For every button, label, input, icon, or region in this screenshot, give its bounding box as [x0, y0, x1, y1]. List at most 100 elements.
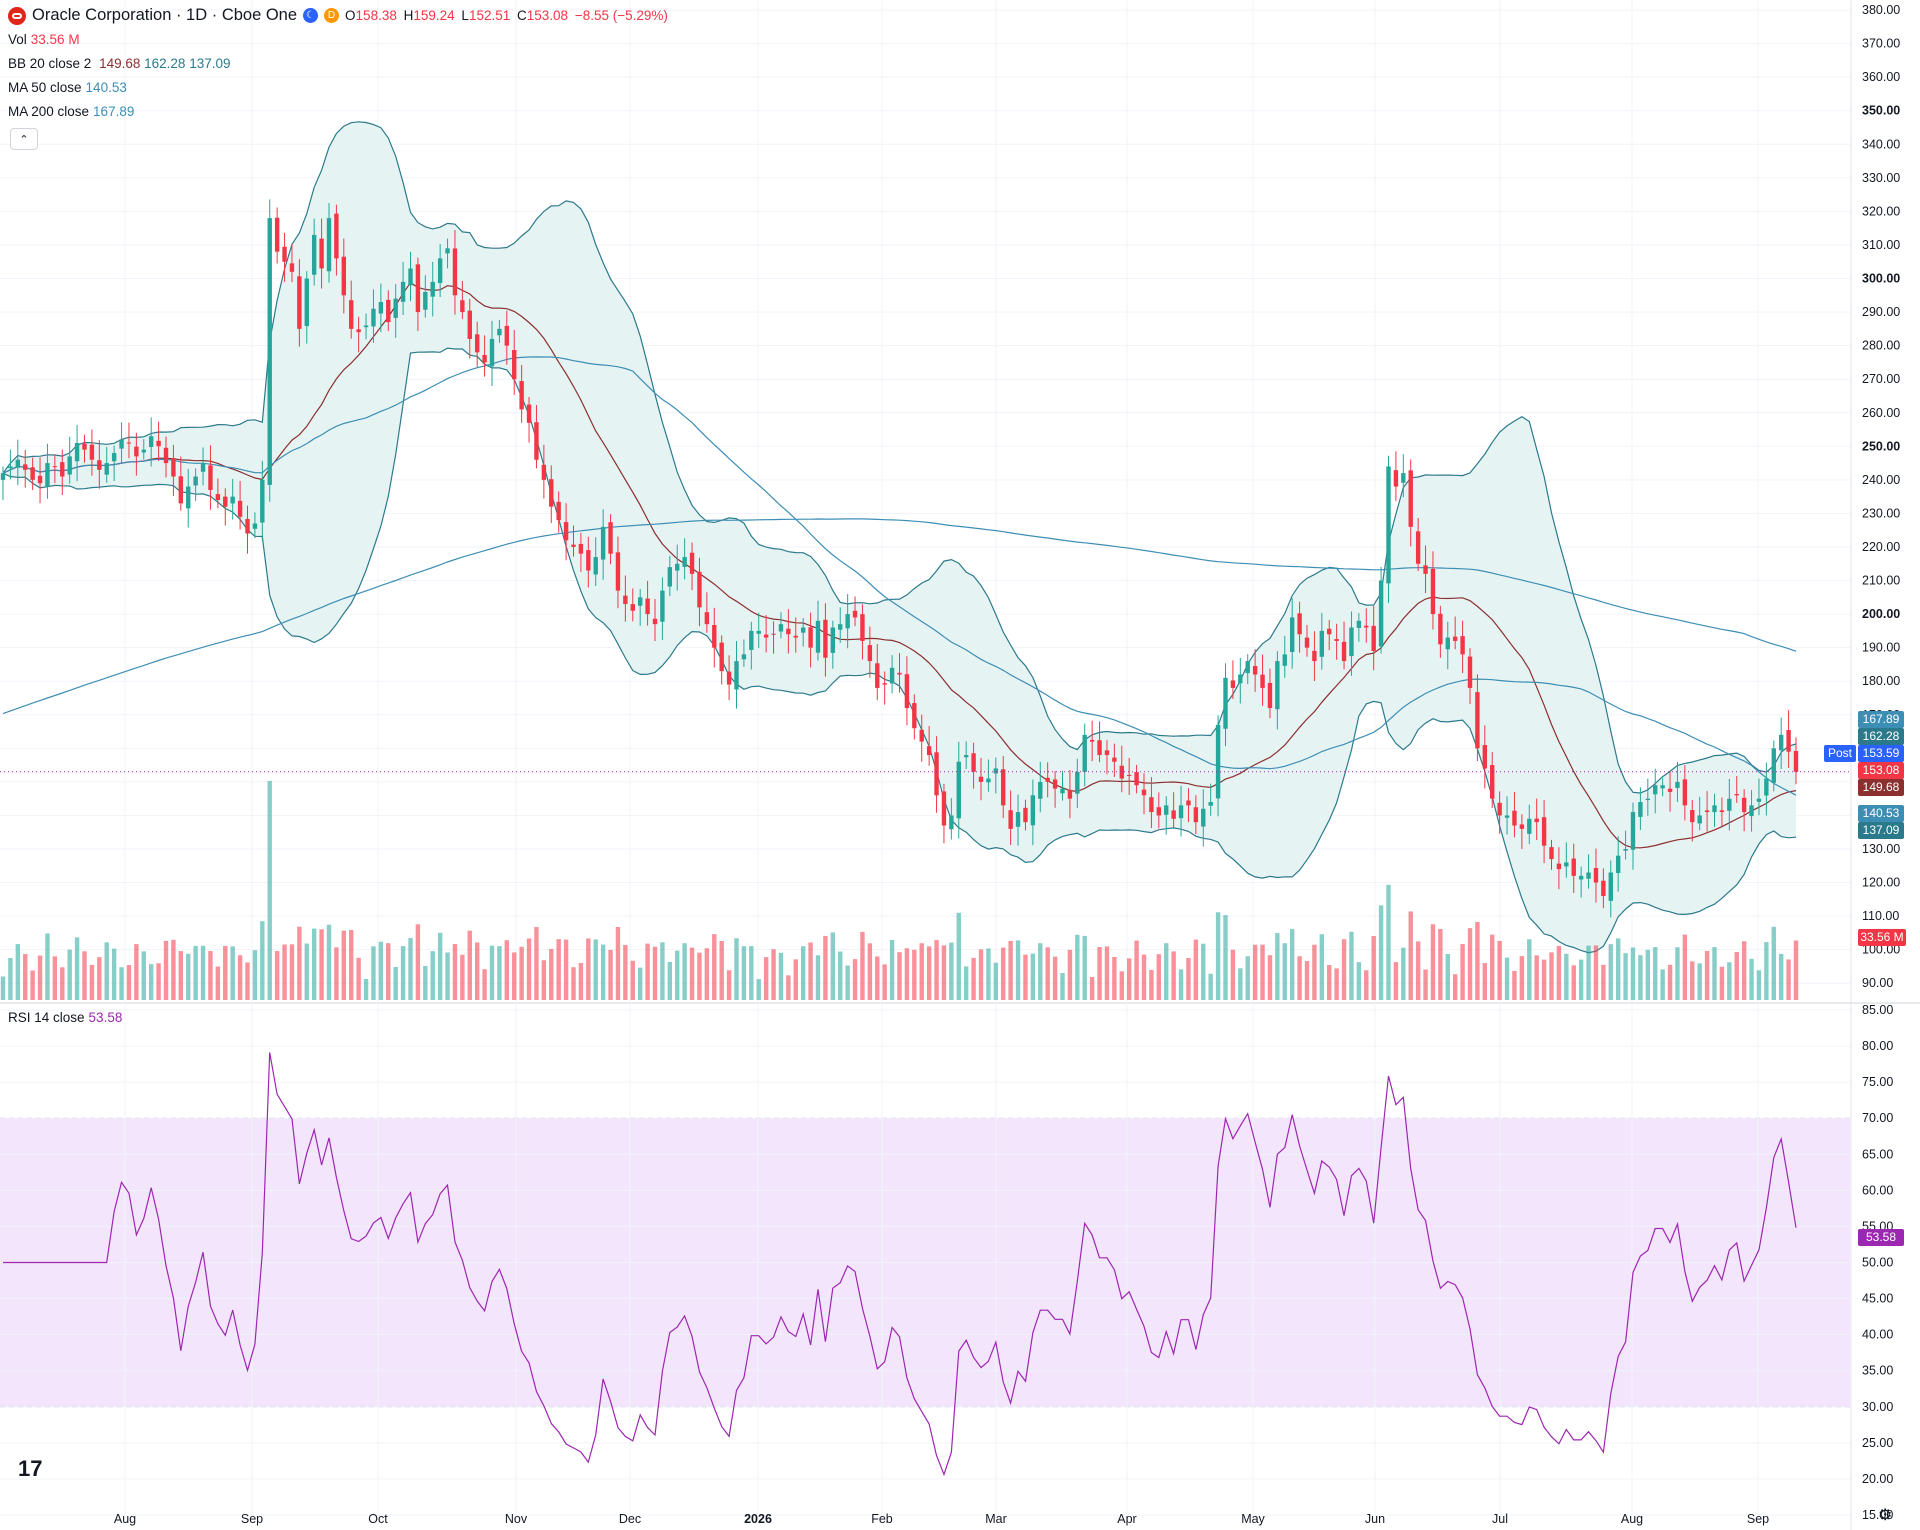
time-tick-label: Sep [1747, 1512, 1769, 1526]
candle-body [1578, 875, 1584, 880]
volume-bar [467, 930, 472, 1000]
candle-body [400, 281, 406, 302]
candle-body [845, 614, 850, 629]
candle-body [1667, 788, 1673, 792]
candle-body [223, 496, 228, 507]
settings-gear-icon[interactable]: ⚙ [1878, 1507, 1893, 1524]
candle-body [1638, 802, 1643, 817]
candle-body [126, 442, 132, 444]
volume-bar [178, 951, 184, 1000]
candle-body [1756, 798, 1762, 802]
volume-bar [726, 970, 732, 1000]
candle-body [119, 439, 124, 449]
volume-bar [349, 929, 354, 1000]
candle-body [1312, 650, 1317, 662]
candle-body [860, 614, 865, 641]
legend-bollinger[interactable]: BB 20 close 2 149.68 162.28 137.09 [8, 56, 231, 71]
volume-bar [1319, 934, 1325, 1000]
rsi-tick-label: 70.00 [1862, 1111, 1893, 1125]
candle-body [1089, 739, 1095, 742]
volume-bar [200, 945, 206, 1000]
legend-ma200[interactable]: MA 200 close 167.89 [8, 104, 135, 119]
candle-body [741, 654, 747, 660]
candle-body [89, 444, 95, 460]
candle-body [652, 618, 658, 625]
candle-body [941, 791, 947, 826]
rsi-tick-label: 85.00 [1862, 1003, 1893, 1017]
volume-bar [97, 957, 102, 1000]
candle-body [1097, 740, 1102, 756]
volume-bar [1615, 938, 1621, 1000]
volume-bar [363, 978, 369, 1000]
volume-bar [838, 951, 843, 1000]
candle-body [1534, 818, 1539, 823]
time-tick-label: Mar [985, 1512, 1007, 1526]
candle-body [971, 753, 976, 772]
candle-body [1304, 637, 1310, 648]
candle-body [1267, 682, 1273, 709]
ohlc-values: O158.38 H159.24 L152.51 C153.08 −8.55 (−… [345, 8, 668, 23]
candle-body [978, 776, 984, 782]
volume-bar [289, 944, 295, 1000]
rsi-tick-label: 50.00 [1862, 1256, 1893, 1270]
volume-bar [534, 927, 539, 1000]
candle-body [800, 627, 806, 633]
price-tick-label: 110.00 [1862, 909, 1899, 923]
candle-body [200, 463, 206, 472]
volume-bar [949, 942, 954, 1000]
volume-bar [504, 940, 510, 1000]
volume-bar [1719, 966, 1725, 1000]
time-tick-label: May [1241, 1512, 1265, 1526]
candle-body [1215, 724, 1221, 799]
delay-badge-icon[interactable]: D [324, 8, 340, 23]
candle-body [697, 571, 702, 608]
candle-body [1734, 793, 1739, 796]
price-tick-label: 90.00 [1862, 976, 1893, 990]
volume-bar [1778, 953, 1784, 1000]
candle-body [1164, 805, 1169, 815]
candle-body [378, 302, 384, 314]
volume-bar [541, 960, 547, 1000]
rsi-tick-label: 60.00 [1862, 1183, 1893, 1197]
candle-body [1067, 789, 1073, 799]
volume-bar [89, 964, 95, 1000]
symbol-title[interactable]: Oracle Corporation · 1D · Cboe One [32, 6, 298, 24]
volume-bar [0, 976, 6, 1000]
price-tick-label: 300.00 [1862, 272, 1900, 286]
candle-body [1230, 680, 1236, 688]
candle-body [526, 404, 532, 423]
candle-body [1697, 815, 1702, 824]
candle-body [163, 447, 169, 464]
volume-bar [823, 935, 828, 1000]
market-status-icon[interactable]: ☾ [303, 8, 319, 23]
tradingview-logo-icon[interactable]: 17 [18, 1456, 43, 1481]
volume-bar [319, 929, 324, 1000]
volume-bar [645, 943, 650, 1000]
candle-body [1460, 636, 1465, 655]
candle-body [600, 526, 606, 560]
candle-body [274, 217, 280, 252]
volume-bar [971, 957, 976, 1000]
candle-body [1060, 788, 1065, 794]
candle-body [1719, 810, 1725, 813]
volume-bar [1134, 940, 1139, 1000]
legend-rsi[interactable]: RSI 14 close 53.58 [8, 1010, 123, 1025]
candle-body [37, 475, 43, 484]
volume-bar [512, 952, 517, 1000]
candle-body [615, 552, 621, 591]
volume-bar [482, 969, 487, 1000]
volume-bar [104, 942, 109, 1000]
volume-bar [1415, 941, 1421, 1000]
volume-bar [860, 931, 865, 1000]
legend-volume[interactable]: Vol 33.56 M [8, 32, 80, 47]
bollinger-upper-line [2, 121, 1797, 794]
candle-body [1126, 774, 1132, 776]
volume-bar [1401, 947, 1406, 1000]
volume-bar [712, 934, 717, 1000]
candle-body [1297, 613, 1302, 635]
volume-bar [993, 962, 999, 1000]
legend-ma50[interactable]: MA 50 close 140.53 [8, 80, 127, 95]
collapse-legend-button[interactable]: ⌃ [10, 128, 38, 150]
candle-body [637, 597, 643, 606]
